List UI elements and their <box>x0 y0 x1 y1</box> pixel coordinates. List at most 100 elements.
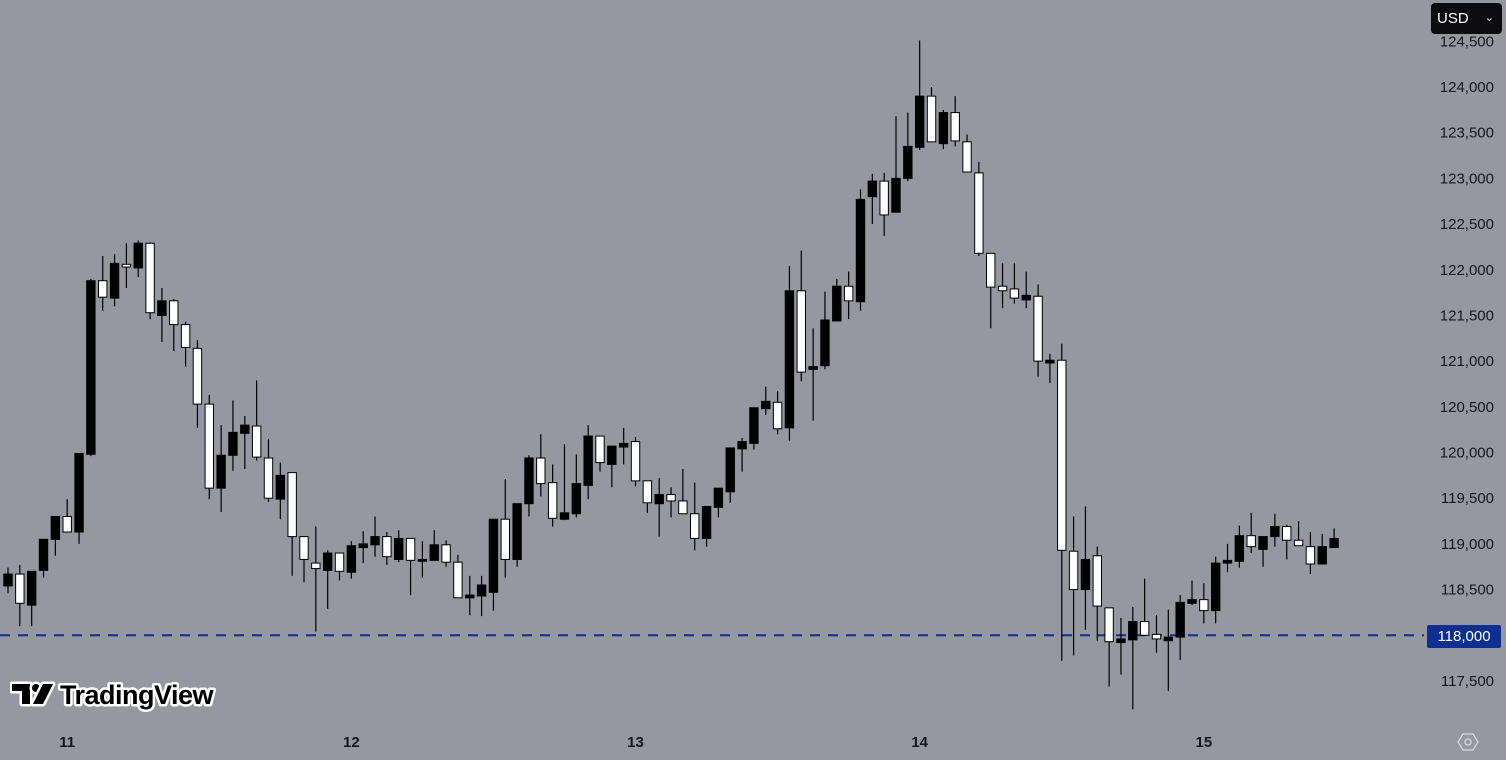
y-tick-label: 119,000 <box>1441 536 1494 553</box>
candle <box>867 173 878 225</box>
candle <box>701 505 712 547</box>
candle <box>62 499 72 533</box>
candle-body-down <box>986 252 996 288</box>
candle-body-down <box>382 536 392 558</box>
candle-body-up <box>903 145 913 179</box>
candle <box>761 386 771 416</box>
candle <box>784 266 795 441</box>
candle <box>690 482 700 551</box>
candle <box>299 536 309 583</box>
candle <box>38 538 49 578</box>
svg-text:TradingView: TradingView <box>60 680 215 710</box>
candle <box>1009 263 1020 304</box>
candle <box>678 468 688 515</box>
candle <box>962 134 972 173</box>
candle <box>3 567 13 594</box>
candle <box>465 575 475 616</box>
gear-icon[interactable] <box>1456 730 1480 754</box>
candle <box>725 447 735 503</box>
candle-body-down <box>453 561 463 599</box>
candle <box>1116 617 1126 675</box>
candle <box>1329 528 1339 549</box>
currency-selector[interactable]: USD ⌄ <box>1431 3 1502 34</box>
candle <box>429 530 439 561</box>
candle <box>986 252 996 329</box>
candle-body-up <box>1128 621 1138 641</box>
candle-body-down <box>642 480 653 504</box>
candle <box>1128 606 1138 710</box>
candle <box>1234 525 1245 568</box>
candle <box>26 570 37 627</box>
candle <box>1210 556 1221 624</box>
candle <box>1151 615 1162 653</box>
candle <box>843 271 854 320</box>
price-line-value: 118,000 <box>1437 628 1491 645</box>
candle-body-up <box>524 457 534 505</box>
candle <box>891 116 901 213</box>
candle-body-down <box>1293 539 1304 547</box>
candle-body-up <box>417 558 428 562</box>
candle-body-down <box>678 500 688 515</box>
candle-body-down <box>180 324 191 348</box>
candle-body-up <box>654 494 664 505</box>
candle-body-up <box>1234 535 1245 562</box>
candle-body-up <box>394 537 404 560</box>
candle-body-down <box>1139 621 1150 636</box>
y-tick-label: 119,500 <box>1441 490 1494 507</box>
candle-body-up <box>725 447 735 493</box>
candle-body-down <box>334 552 345 572</box>
candle <box>879 172 889 236</box>
candle <box>86 278 96 457</box>
candle <box>772 391 783 435</box>
candle-body-up <box>891 177 901 213</box>
candle <box>654 478 664 537</box>
candle-body-up <box>74 452 84 533</box>
price-line-label: 118,000 <box>1427 625 1501 648</box>
candle-body-up <box>855 198 866 303</box>
candle-body-up <box>275 474 286 500</box>
candle-body-down <box>251 425 262 458</box>
candle-body-up <box>488 518 499 593</box>
candle <box>595 435 605 472</box>
candle <box>903 112 913 182</box>
candle-body-up <box>346 545 357 573</box>
candle-body-up <box>465 594 475 599</box>
candle <box>1139 578 1150 637</box>
candle <box>476 575 487 617</box>
candle-body-up <box>749 407 759 444</box>
candles <box>3 40 1339 710</box>
candle <box>169 299 179 352</box>
candle-body-down <box>879 180 889 216</box>
candle <box>666 487 676 518</box>
candle <box>642 480 653 513</box>
candle <box>133 240 143 278</box>
candle <box>713 487 724 518</box>
candle <box>1045 353 1055 384</box>
candle <box>1282 524 1292 560</box>
candle <box>1305 532 1316 575</box>
tradingview-logo: TradingView <box>10 680 218 713</box>
y-tick-label: 123,500 <box>1440 125 1494 142</box>
candle-body-down <box>311 562 321 570</box>
candle-body-up <box>322 552 333 571</box>
candle-body-down <box>263 457 274 499</box>
candle-body-up <box>914 95 925 148</box>
candle-body-down <box>299 536 309 560</box>
candle-body-down <box>500 518 510 560</box>
candle-body-down <box>1068 550 1079 591</box>
candle-body-up <box>109 262 120 299</box>
candle <box>618 427 629 465</box>
candle <box>974 161 984 257</box>
candle-body-up <box>133 242 143 269</box>
candle <box>441 540 451 567</box>
candle-body-up <box>938 112 949 145</box>
candle-body-down <box>950 112 960 142</box>
candle <box>1270 513 1280 547</box>
candle <box>228 400 238 471</box>
candle-body-down <box>1104 607 1114 643</box>
candle-body-up <box>1270 526 1280 538</box>
candle-body-down <box>690 513 700 539</box>
candle <box>109 254 120 307</box>
candle-body-down <box>926 95 937 143</box>
